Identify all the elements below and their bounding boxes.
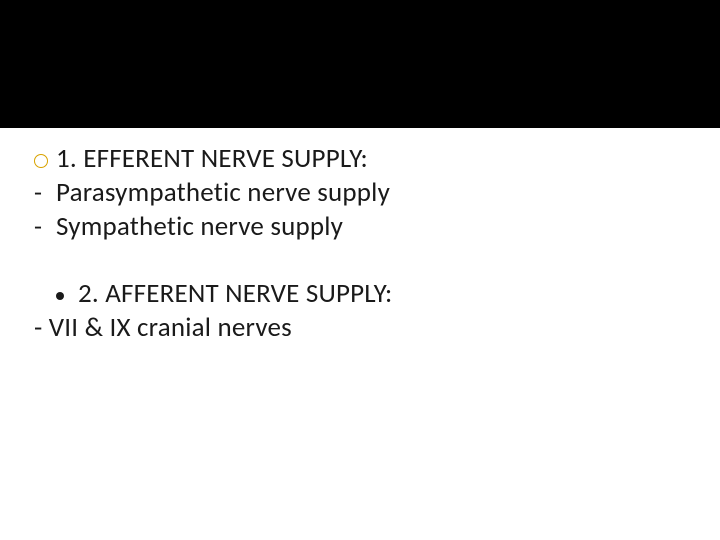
- list-item-text: - VII & IX cranial nerves: [34, 311, 292, 345]
- body-content: 1. EFFERENT NERVE SUPPLY: - Parasympathe…: [28, 142, 688, 345]
- list-item: 1. EFFERENT NERVE SUPPLY:: [28, 142, 688, 176]
- list-item: - VII & IX cranial nerves: [28, 311, 688, 345]
- list-item: - Parasympathetic nerve supply: [28, 176, 688, 210]
- title-band: [0, 0, 720, 128]
- spacer: [28, 243, 688, 277]
- slide: 1. EFFERENT NERVE SUPPLY: - Parasympathe…: [0, 0, 720, 540]
- list-item-text: 2. AFFERENT NERVE SUPPLY:: [78, 277, 392, 311]
- bullet-dash-icon: -: [34, 176, 56, 209]
- list-item-text: Parasympathetic nerve supply: [56, 176, 390, 210]
- list-item-text: 1. EFFERENT NERVE SUPPLY:: [56, 142, 368, 176]
- bullet-dot-icon: [56, 292, 64, 300]
- bullet-dash-icon: -: [34, 210, 56, 243]
- bullet-circle-icon: [34, 154, 48, 168]
- list-item-text: Sympathetic nerve supply: [56, 210, 343, 244]
- list-item: - Sympathetic nerve supply: [28, 210, 688, 244]
- list-item: 2. AFFERENT NERVE SUPPLY:: [28, 277, 688, 311]
